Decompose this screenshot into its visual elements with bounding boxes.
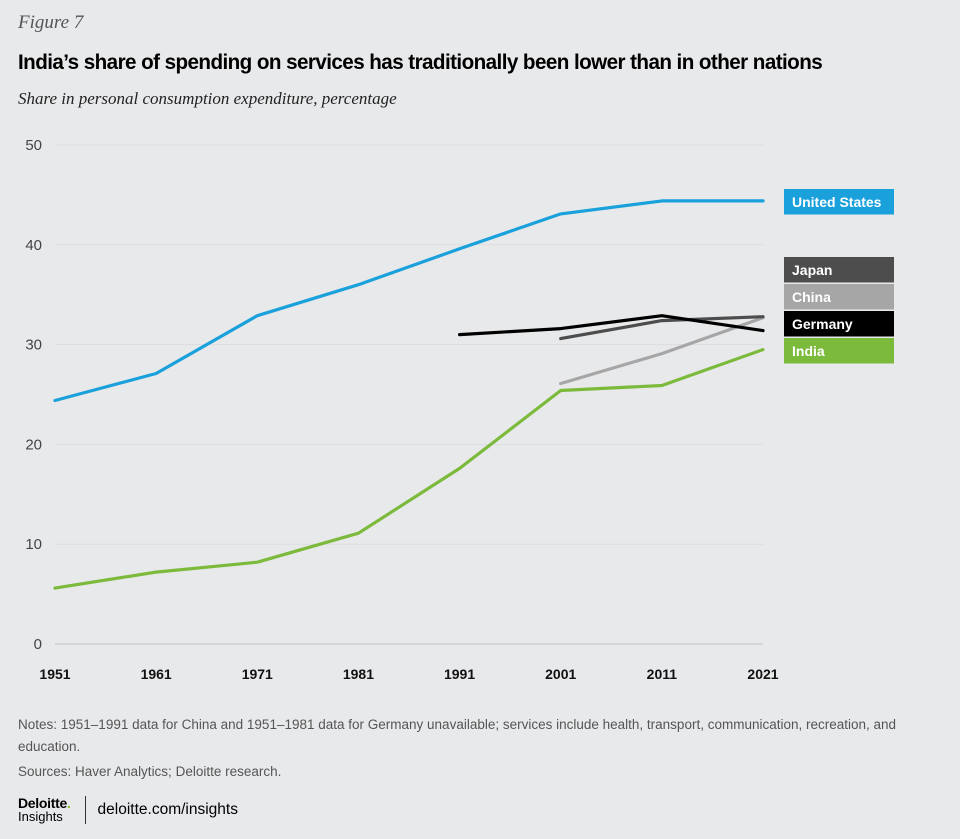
deloitte-insights-logo: Deloitte. Insights <box>18 796 71 824</box>
legend-swatch-united-states <box>784 189 894 215</box>
legend-label-india: India <box>792 343 825 359</box>
y-tick-label: 0 <box>34 636 42 653</box>
y-tick-label: 50 <box>25 137 42 154</box>
x-tick-label: 2011 <box>647 666 678 682</box>
legend-swatch-japan <box>784 257 894 283</box>
x-tick-label: 2021 <box>747 666 778 682</box>
chart-subtitle: Share in personal consumption expenditur… <box>18 89 397 108</box>
logo-wordmark-text: Deloitte <box>18 795 67 811</box>
legend-label-japan: Japan <box>792 262 832 278</box>
x-tick-label: 2001 <box>545 666 576 682</box>
figure-label: Figure 7 <box>18 12 84 33</box>
y-tick-label: 30 <box>25 337 42 354</box>
x-tick-label: 1991 <box>444 666 475 682</box>
logo-green-dot: . <box>66 795 71 811</box>
series-line-united-states <box>53 199 765 403</box>
legend-swatch-china <box>784 284 894 310</box>
legend-label-united-states: United States <box>792 194 882 210</box>
legend-label-germany: Germany <box>792 316 853 332</box>
series-line-india <box>53 348 765 590</box>
footer-divider <box>84 796 86 824</box>
legend-swatch-india <box>784 338 894 364</box>
chart-title: India’s share of spending on services ha… <box>18 50 823 74</box>
chart-notes: Notes: 1951–1991 data for China and 1951… <box>18 717 897 754</box>
line-chart: 0 10 20 30 40 50 1951 1961 1971 1981 1991 2001 2011 2… <box>25 137 894 682</box>
logo-wordmark: Deloitte. <box>18 796 71 810</box>
series-line-china <box>559 316 765 386</box>
y-tick-label: 20 <box>25 436 42 453</box>
chart-sources: Sources: Haver Analytics; Deloitte resea… <box>18 764 282 779</box>
y-tick-label: 40 <box>25 237 42 254</box>
x-tick-label: 1951 <box>39 666 70 682</box>
x-tick-label: 1961 <box>141 666 172 682</box>
footer: Deloitte. Insights deloitte.com/insights <box>18 796 238 824</box>
series-line-japan <box>559 315 765 341</box>
logo-subtitle: Insights <box>18 809 63 824</box>
legend-swatch-germany <box>784 311 894 337</box>
footer-url[interactable]: deloitte.com/insights <box>97 801 238 818</box>
x-tick-label: 1971 <box>242 666 273 682</box>
y-tick-label: 10 <box>25 536 42 553</box>
legend-label-china: China <box>792 289 831 305</box>
series-line-germany <box>458 314 765 337</box>
x-tick-label: 1981 <box>343 666 374 682</box>
